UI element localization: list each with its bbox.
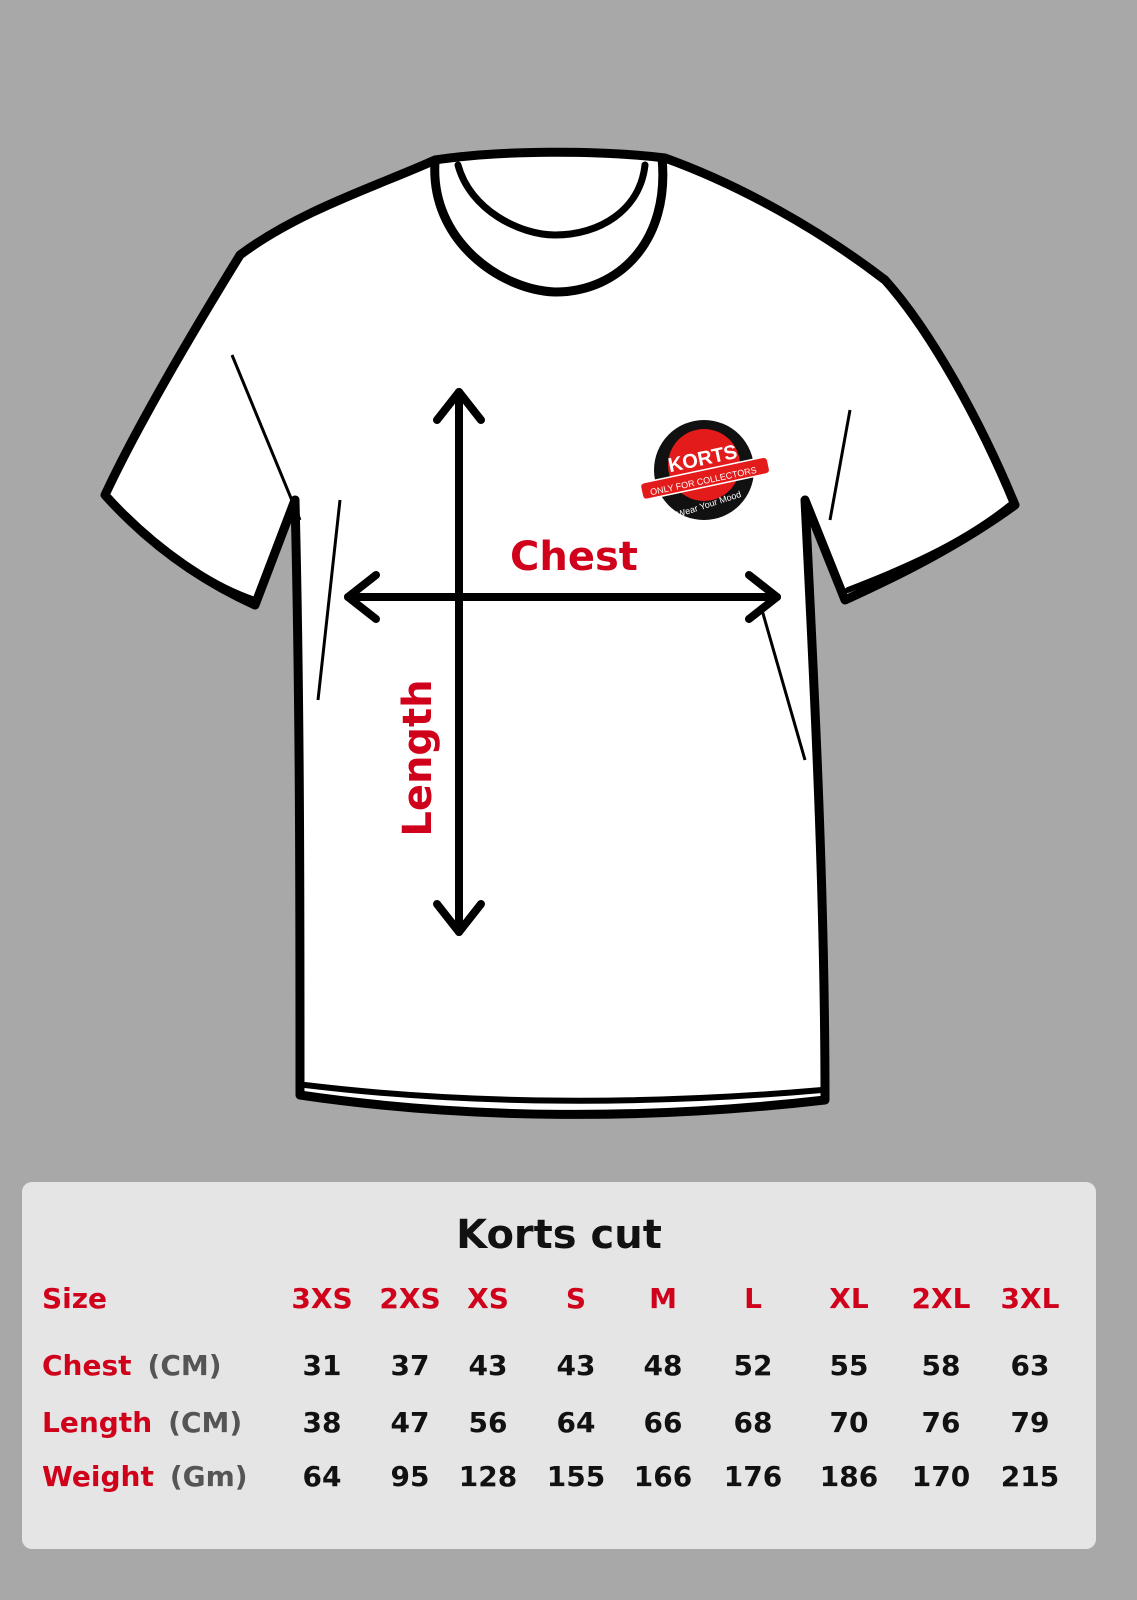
table-cell: 66 [643,1406,683,1439]
size-2: XS [467,1282,509,1315]
table-row: Length (CM) 38 47 56 64 66 68 70 76 79 [22,1406,1096,1446]
length-label: Length [395,679,441,837]
table-title: Korts cut [456,1212,662,1258]
table-cell: 64 [302,1460,342,1493]
collar [430,153,668,297]
table-cell: 176 [723,1460,783,1493]
size-4: M [649,1282,677,1315]
table-cell: 43 [468,1349,508,1382]
table-cell: 38 [302,1406,342,1439]
table-cell: 47 [390,1406,430,1439]
table-cell: 52 [733,1349,773,1382]
table-cell: 63 [1010,1349,1050,1382]
table-cell: 170 [911,1460,971,1493]
size-6: XL [829,1282,869,1315]
size-5: L [744,1282,762,1315]
size-header-row: Size 3XS 2XS XS S M L XL 2XL 3XL [22,1282,1096,1322]
chest-arrow [344,571,781,623]
table-cell: 186 [819,1460,879,1493]
size-1: 2XS [379,1282,441,1315]
table-cell: 58 [921,1349,961,1382]
row-unit: (CM) [168,1406,243,1439]
row-label: Weight [42,1460,154,1493]
table-cell: 43 [556,1349,596,1382]
table-cell: 76 [921,1406,961,1439]
size-7: 2XL [911,1282,971,1315]
tshirt-body [100,147,1020,1119]
table-cell: 64 [556,1406,596,1439]
table-cell: 31 [302,1349,342,1382]
table-cell: 215 [1000,1460,1060,1493]
size-3: S [565,1282,587,1315]
length-arrow [433,388,485,936]
table-cell: 166 [633,1460,693,1493]
table-row: Chest (CM) 31 37 43 43 48 52 55 58 63 [22,1349,1096,1389]
table-cell: 70 [829,1406,869,1439]
size-table: Korts cut Size 3XS 2XS XS S M L XL 2XL 3XL Chest… [22,1182,1096,1549]
row-unit: (Gm) [169,1460,248,1493]
table-cell: 155 [546,1460,606,1493]
size-8: 3XL [1000,1282,1060,1315]
table-cell: 79 [1010,1406,1050,1439]
table-cell: 48 [643,1349,683,1382]
table-cell: 37 [390,1349,430,1382]
table-row: Weight (Gm) 64 95 128 155 166 176 186 170 215 [22,1460,1096,1500]
row-label: Chest [42,1349,132,1382]
table-cell: 128 [458,1460,518,1493]
size-label: Size [42,1282,108,1315]
row-label: Length [42,1406,153,1439]
chest-label: Chest [510,534,638,580]
table-cell: 56 [468,1406,508,1439]
tshirt-diagram: KORTS ONLY FOR COLLECTORS Wear Your Mood [100,147,1020,1119]
size-0: 3XS [291,1282,353,1315]
table-cell: 68 [733,1406,773,1439]
table-cell: 95 [390,1460,430,1493]
row-unit: (CM) [147,1349,222,1382]
korts-logo: KORTS ONLY FOR COLLECTORS Wear Your Mood [639,420,771,520]
table-cell: 55 [829,1349,869,1382]
